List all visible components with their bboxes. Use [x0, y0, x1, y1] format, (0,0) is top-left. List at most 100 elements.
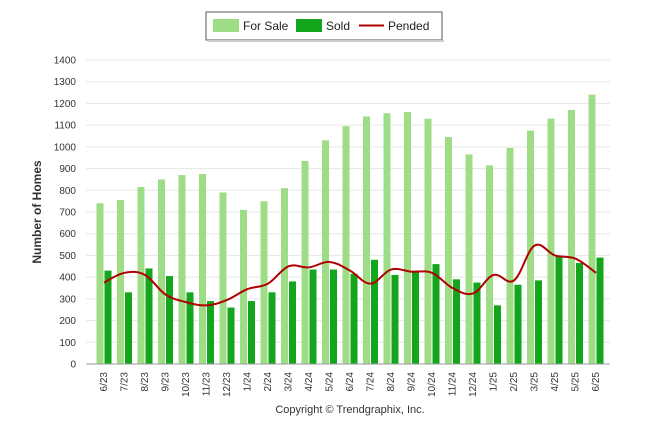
- x-tick-label: 10/23: [181, 372, 192, 397]
- bar-sold: [145, 268, 153, 364]
- bar-sold: [104, 270, 112, 364]
- legend-label-sold: Sold: [326, 19, 350, 33]
- bar-for-sale: [281, 188, 288, 364]
- legend-label-for-sale: For Sale: [243, 19, 289, 33]
- bar-for-sale: [219, 192, 227, 364]
- bar-sold: [166, 276, 173, 364]
- bar-for-sale: [199, 174, 206, 364]
- bar-sold: [596, 257, 604, 364]
- x-tick-label: 2/25: [509, 372, 520, 392]
- legend-swatch-sold: [296, 19, 322, 32]
- x-tick-label: 9/24: [407, 372, 418, 392]
- bar-for-sale: [547, 118, 555, 364]
- bar-sold: [371, 259, 378, 364]
- bar-for-sale: [178, 175, 186, 364]
- bar-sold: [186, 292, 194, 364]
- y-tick-label: 1200: [54, 99, 77, 110]
- bar-for-sale: [404, 112, 411, 364]
- x-tick-label: 5/25: [571, 372, 582, 392]
- y-tick-label: 500: [59, 251, 76, 262]
- y-tick-label: 600: [59, 229, 76, 240]
- y-axis-ticks: 0 100 200 300 400 500 600 700 800 900 1000 1100 1200…: [54, 56, 77, 371]
- bar-for-sale: [506, 147, 514, 364]
- x-tick-label: 6/24: [345, 372, 356, 392]
- y-axis-label: Number of Homes: [30, 160, 44, 264]
- x-tick-label: 8/24: [386, 372, 397, 392]
- bar-sold: [248, 301, 255, 364]
- bar-sold: [453, 279, 460, 364]
- line-pended: [103, 243, 597, 307]
- legend-label-pended: Pended: [388, 19, 429, 33]
- y-tick-label: 1300: [54, 77, 77, 88]
- y-tick-label: 100: [59, 338, 76, 349]
- legend: For Sale Sold Pended: [205, 11, 444, 42]
- x-tick-label: 5/24: [325, 372, 336, 392]
- bar-for-sale: [424, 118, 432, 364]
- bar-for-sale: [568, 109, 575, 364]
- x-tick-label: 3/24: [284, 372, 295, 392]
- bar-for-sale: [363, 116, 370, 364]
- y-tick-label: 700: [59, 208, 76, 219]
- bar-sold: [555, 255, 563, 364]
- x-tick-label: 12/24: [468, 372, 479, 397]
- y-tick-label: 400: [59, 273, 76, 284]
- y-tick-label: 200: [59, 316, 76, 327]
- x-tick-label: 9/23: [161, 372, 172, 392]
- bar-for-sale: [240, 209, 247, 364]
- legend-swatch-for-sale: [213, 19, 239, 32]
- bar-sold: [309, 269, 317, 364]
- x-tick-label: 11/24: [448, 372, 459, 397]
- bar-for-sale: [158, 179, 165, 364]
- bar-for-sale: [117, 200, 124, 364]
- bar-for-sale: [445, 137, 452, 364]
- bar-sold: [330, 269, 337, 364]
- bar-sold: [514, 284, 522, 364]
- x-tick-label: 7/23: [120, 372, 131, 392]
- bars: [96, 94, 604, 364]
- x-tick-label: 6/23: [99, 372, 110, 392]
- y-tick-label: 0: [70, 360, 76, 371]
- x-tick-label: 4/25: [550, 372, 561, 392]
- bar-for-sale: [465, 154, 473, 364]
- x-axis-ticks: 6/23 7/23 8/23 9/23 10/23 11/23 12/23 1/24 2/24 3…: [99, 372, 602, 397]
- x-tick-label: 10/24: [427, 372, 438, 397]
- bar-for-sale: [96, 203, 104, 364]
- bar-for-sale: [588, 94, 596, 364]
- x-tick-label: 1/25: [489, 372, 500, 392]
- bar-sold: [576, 263, 583, 364]
- bar-sold: [289, 281, 296, 364]
- y-tick-label: 800: [59, 186, 76, 197]
- bar-for-sale: [486, 165, 493, 364]
- x-tick-label: 4/24: [304, 372, 315, 392]
- y-tick-label: 900: [59, 164, 76, 175]
- pended-line-layer: [103, 243, 597, 307]
- bar-sold: [227, 307, 235, 364]
- x-tick-label: 1/24: [243, 372, 254, 392]
- x-tick-label: 7/24: [366, 372, 377, 392]
- legend-box-shadow: [208, 40, 444, 42]
- bar-sold: [432, 264, 440, 364]
- y-tick-label: 1400: [54, 56, 77, 67]
- bar-for-sale: [383, 113, 391, 364]
- bar-for-sale: [342, 126, 350, 364]
- x-tick-label: 11/23: [202, 372, 213, 397]
- bar-sold: [494, 305, 501, 364]
- bar-sold: [412, 270, 419, 364]
- x-tick-label: 12/23: [222, 372, 233, 397]
- bar-sold: [268, 292, 276, 364]
- bar-sold: [125, 292, 132, 364]
- x-tick-label: 3/25: [530, 372, 541, 392]
- x-tick-label: 8/23: [140, 372, 151, 392]
- bar-sold: [207, 301, 214, 364]
- bar-sold: [350, 273, 358, 364]
- x-tick-label: 2/24: [263, 372, 274, 392]
- bar-sold: [535, 280, 542, 364]
- bar-sold: [391, 274, 399, 364]
- bar-for-sale: [260, 201, 268, 364]
- x-tick-label: 6/25: [591, 372, 602, 392]
- copyright-text: Copyright © Trendgraphix, Inc.: [275, 404, 424, 416]
- bar-for-sale: [137, 187, 145, 364]
- y-tick-label: 300: [59, 294, 76, 305]
